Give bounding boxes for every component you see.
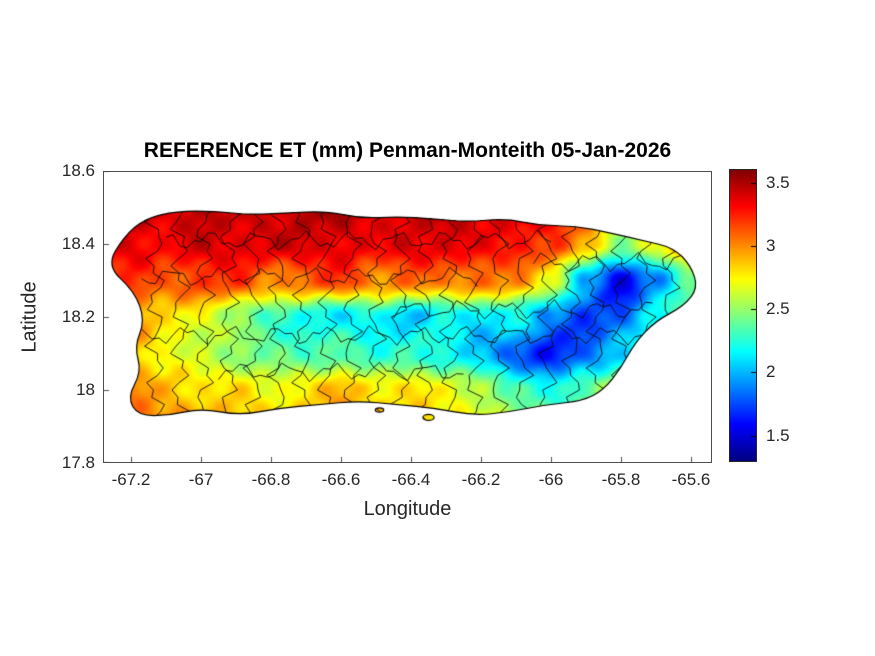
colorbar-tick-label: 2.5 bbox=[766, 299, 790, 319]
x-tick-label: -65.6 bbox=[671, 470, 711, 489]
colorbar-tick-label: 1.5 bbox=[766, 425, 790, 445]
y-tick-label: 17.8 bbox=[61, 453, 95, 472]
x-tick-label: -66 bbox=[538, 470, 564, 489]
y-tick-label: 18 bbox=[76, 380, 95, 399]
colorbar-tick-label: 3.5 bbox=[766, 172, 790, 192]
x-tick-label: -66.4 bbox=[391, 470, 431, 489]
x-tick-label: -65.8 bbox=[601, 470, 641, 489]
map-canvas bbox=[103, 171, 712, 463]
colorbar-tick-label: 2 bbox=[766, 362, 776, 382]
x-axis-label: Longitude bbox=[363, 498, 452, 520]
y-tick-label: 18.2 bbox=[61, 307, 95, 326]
x-tick-label: -67.2 bbox=[111, 470, 151, 489]
colorbar-tick-label: 3 bbox=[766, 235, 776, 255]
chart-title: REFERENCE ET (mm) Penman-Monteith 05-Jan… bbox=[143, 139, 672, 162]
x-tick-label: -66.6 bbox=[321, 470, 361, 489]
x-tick-label: -66.8 bbox=[251, 470, 291, 489]
x-tick-label: -67 bbox=[188, 470, 214, 489]
y-tick-label: 18.6 bbox=[61, 161, 95, 180]
x-tick-label: -66.2 bbox=[461, 470, 501, 489]
colorbar bbox=[729, 169, 757, 462]
y-tick-label: 18.4 bbox=[61, 234, 95, 253]
